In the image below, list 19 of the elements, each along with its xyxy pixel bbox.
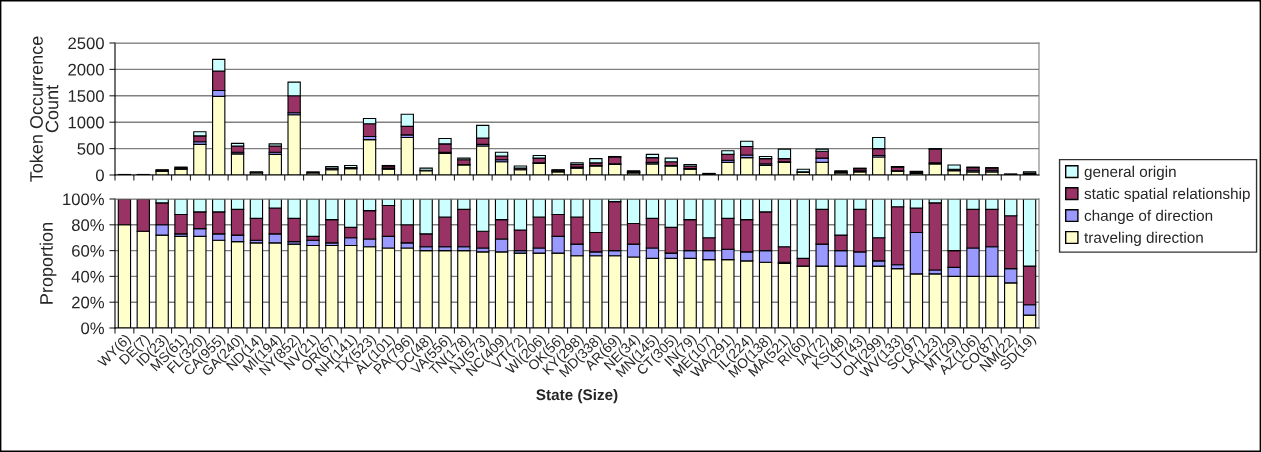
legend-label: general origin bbox=[1084, 165, 1176, 181]
y-tick-label: 100% bbox=[63, 193, 104, 206]
y-tick-label: 40% bbox=[71, 270, 104, 283]
y-tick-label: 0 bbox=[95, 169, 104, 182]
legend-label: traveling direction bbox=[1084, 231, 1203, 246]
legend-label: change of direction bbox=[1084, 209, 1213, 225]
y-tick-label: 1500 bbox=[68, 90, 104, 102]
y-axis-title: Proportion bbox=[39, 223, 57, 304]
y-tick-label: 80% bbox=[71, 219, 104, 231]
y-tick-label: 20% bbox=[72, 296, 104, 309]
y-tick-label: 0% bbox=[81, 322, 104, 335]
legend-label: static spatial relationship bbox=[1084, 187, 1250, 203]
y-axis-title: Token Occurrence Count bbox=[29, 36, 59, 182]
y-tick-label: 60% bbox=[72, 245, 104, 257]
y-tick-label: 1000 bbox=[68, 116, 104, 129]
y-tick-label: 2500 bbox=[68, 37, 104, 50]
x-axis-title: State (Size) bbox=[536, 388, 618, 404]
y-tick-label: 500 bbox=[77, 143, 104, 155]
y-tick-label: 2000 bbox=[68, 63, 104, 76]
